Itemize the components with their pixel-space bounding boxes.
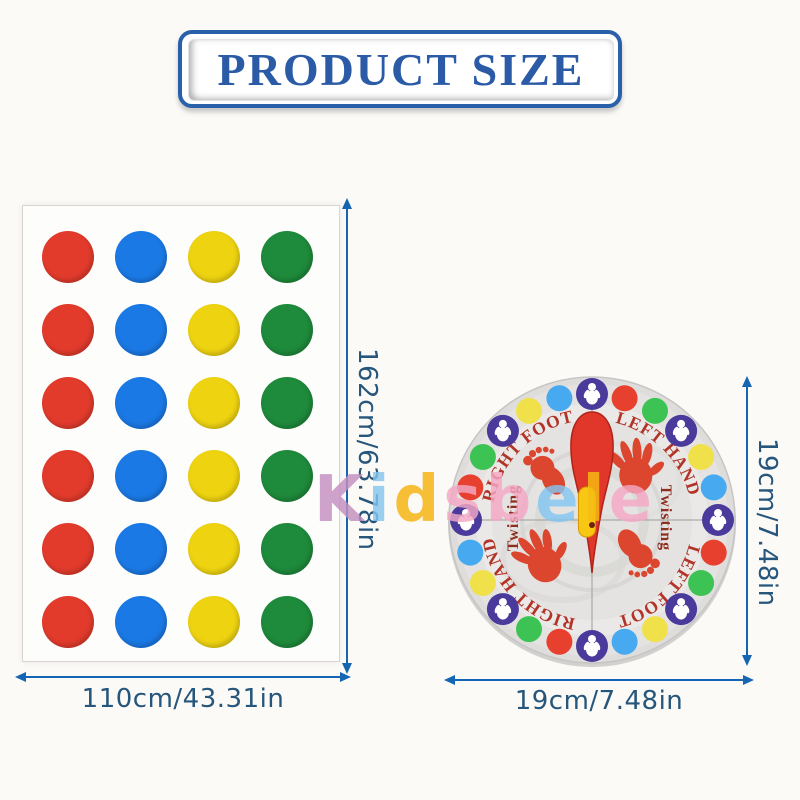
mat-dot-blue xyxy=(115,596,167,648)
mat-dot-red xyxy=(42,596,94,648)
mat-dot-red xyxy=(42,231,94,283)
spinner-width-arrow xyxy=(444,674,754,685)
arrow-down-icon xyxy=(341,663,352,674)
mat-height-label: 162cm/63.78in xyxy=(352,348,382,551)
mat-dot-yellow xyxy=(188,304,240,356)
spinner-edge-dot-red xyxy=(546,628,573,655)
watermark-letter: e xyxy=(535,463,583,537)
arrow-left-icon xyxy=(15,671,26,682)
watermark-letter: e xyxy=(608,463,656,537)
arrow-right-icon xyxy=(340,671,351,682)
spinner-edge-dot-blue xyxy=(457,539,484,566)
spinner-edge-dot-green xyxy=(688,570,715,596)
spinner-edge-dot-red xyxy=(611,385,638,412)
spinner-pointer xyxy=(570,411,614,574)
spinner-edge-dot-yellow xyxy=(469,570,496,596)
spinner-width-label: 19cm/7.48in xyxy=(514,686,684,716)
mat-dot-green xyxy=(261,231,313,283)
spinner-height-label: 19cm/7.48in xyxy=(752,438,782,607)
mat-dot-green xyxy=(261,523,313,575)
mat-dot-yellow xyxy=(188,231,240,283)
mat-dot-green xyxy=(261,450,313,502)
watermark-letter: i xyxy=(367,463,394,537)
mat-dot-green xyxy=(261,377,313,429)
title-box: PRODUCT SIZE xyxy=(178,30,622,108)
mat-dot-blue xyxy=(115,304,167,356)
mat-dot-blue xyxy=(115,523,167,575)
mat-dot-red xyxy=(42,523,94,575)
mat-dot-blue xyxy=(115,231,167,283)
mat-dot-yellow xyxy=(188,596,240,648)
spinner-edge-dot-blue xyxy=(611,628,638,655)
spinner-edge-dot-green xyxy=(469,444,496,470)
spinner-board: RIGHT FOOT LEFT HAND RIGHT HAND LEFT FOO… xyxy=(448,376,736,667)
watermark-letter: d xyxy=(393,463,444,537)
mat-dot-green xyxy=(261,304,313,356)
watermark-letter: b xyxy=(485,463,536,537)
spinner-edge-dot-blue xyxy=(700,474,727,501)
spinner-height-arrow xyxy=(741,376,752,666)
spinner-edge-dot-red xyxy=(700,539,727,566)
watermark-letter: l xyxy=(582,463,609,537)
spinner-edge-dots xyxy=(450,378,734,662)
mat-dot-red xyxy=(42,304,94,356)
spinner-edge-dot-yellow xyxy=(688,444,715,470)
spinner-edge-dot-green xyxy=(642,397,668,424)
mat-dot-blue xyxy=(115,377,167,429)
mat-dot-yellow xyxy=(188,523,240,575)
arrow-left-icon xyxy=(444,674,455,685)
page-title: PRODUCT SIZE xyxy=(217,44,585,95)
arrow-up-icon xyxy=(341,198,352,209)
mat-height-arrow xyxy=(341,198,352,674)
spinner-edge-dot-red xyxy=(457,474,484,501)
twisting-label-right: Twisting xyxy=(657,485,674,551)
mat-dot-red xyxy=(42,450,94,502)
arrow-down-icon xyxy=(741,655,752,666)
arrow-up-icon xyxy=(741,376,752,387)
pointer-pivot xyxy=(589,522,595,528)
arrow-right-icon xyxy=(743,674,754,685)
title-inner-panel: PRODUCT SIZE xyxy=(188,39,614,101)
mat-dot-yellow xyxy=(188,450,240,502)
watermark: Kidsbele xyxy=(314,462,656,539)
spinner-edge-dot-blue xyxy=(546,385,573,412)
mat-dot-grid xyxy=(42,231,313,648)
spinner-edge-dot-yellow xyxy=(642,616,668,643)
spinner-edge-dot-yellow xyxy=(516,397,542,424)
mat-dot-red xyxy=(42,377,94,429)
spinner-edge-dot-green xyxy=(516,616,542,643)
mat-width-arrow xyxy=(15,671,351,682)
mat-dot-yellow xyxy=(188,377,240,429)
twisting-label-left: Twisting xyxy=(505,485,522,551)
watermark-letter: K xyxy=(314,463,368,537)
twister-mat xyxy=(22,205,340,662)
mat-dot-green xyxy=(261,596,313,648)
watermark-letter: s xyxy=(443,463,486,537)
mat-width-label: 110cm/43.31in xyxy=(81,684,285,714)
mat-dot-blue xyxy=(115,450,167,502)
